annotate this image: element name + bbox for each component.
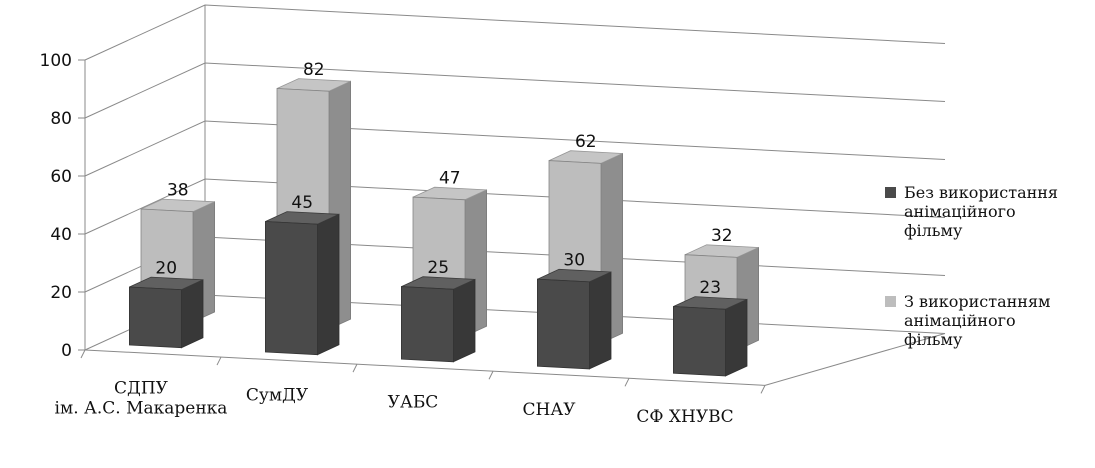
data-label: 32 xyxy=(711,226,733,246)
bar xyxy=(400,276,476,363)
data-label: 82 xyxy=(303,60,325,80)
legend-label: фільму xyxy=(904,330,963,349)
bar-side xyxy=(180,279,204,349)
data-label: 23 xyxy=(699,278,721,298)
y-tick-label: 20 xyxy=(50,283,72,303)
y-tick-label: 0 xyxy=(61,341,72,361)
data-label: 62 xyxy=(575,132,597,152)
x-tick-mark xyxy=(488,370,494,380)
y-tick-label: 100 xyxy=(40,51,72,71)
bar-side xyxy=(725,298,748,377)
x-tick-label: СНАУ xyxy=(523,400,577,420)
x-axis-line xyxy=(84,349,766,386)
bar-front xyxy=(264,221,318,356)
bar xyxy=(128,276,204,349)
legend-label: Без використання xyxy=(904,183,1058,202)
bar-front xyxy=(537,278,590,370)
y-tick-label: 40 xyxy=(50,225,72,245)
legend-label: анімаційного xyxy=(904,202,1016,221)
gridline xyxy=(84,4,946,61)
legend-swatch xyxy=(885,187,896,198)
x-tick-label: СФ ХНУВС xyxy=(636,407,733,427)
x-tick-label: СДПУ xyxy=(114,379,169,399)
x-tick-label: ім. А.С. Макаренка xyxy=(55,399,228,419)
data-label: 25 xyxy=(427,258,449,278)
x-tick-mark xyxy=(352,363,358,373)
legend-label: анімаційного xyxy=(904,311,1016,330)
bar-front xyxy=(128,286,182,349)
legend-label: фільму xyxy=(904,221,963,240)
gridline xyxy=(84,120,946,177)
axes-group xyxy=(78,4,946,394)
x-tick-mark xyxy=(760,385,766,394)
bar-side xyxy=(589,271,612,370)
x-tick-label: СумДУ xyxy=(246,386,309,406)
x-tick-mark xyxy=(216,356,222,366)
data-label: 38 xyxy=(167,180,189,200)
y-tick-label: 60 xyxy=(50,167,72,187)
bar-front xyxy=(400,286,454,363)
bar-side xyxy=(452,278,476,363)
legend-label: З використанням xyxy=(904,292,1050,311)
bar xyxy=(264,211,340,356)
bar-side xyxy=(316,213,340,356)
bar xyxy=(673,296,748,377)
x-tick-mark xyxy=(80,349,86,359)
floor-edge xyxy=(764,332,946,386)
bar-front xyxy=(673,306,726,377)
legend-swatch xyxy=(885,296,896,307)
x-tick-label: УАБС xyxy=(388,393,439,413)
data-label: 45 xyxy=(291,193,313,213)
data-label: 30 xyxy=(563,251,585,271)
bar xyxy=(537,268,612,370)
x-tick-mark xyxy=(624,378,630,387)
data-label: 47 xyxy=(439,168,461,188)
data-label: 20 xyxy=(155,258,177,278)
gridline xyxy=(84,62,946,119)
y-tick-label: 80 xyxy=(50,109,72,129)
